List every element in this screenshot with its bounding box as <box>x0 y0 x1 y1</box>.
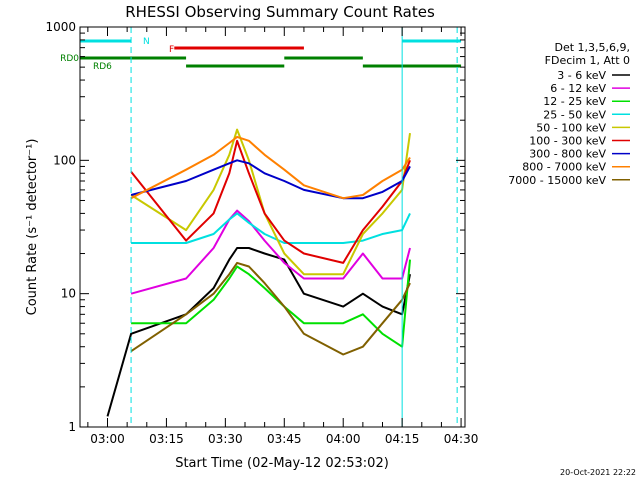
series-line <box>131 212 411 244</box>
legend-entry-label: 25 - 50 keV <box>543 108 606 121</box>
x-tick-label: 04:30 <box>444 432 479 446</box>
series-line <box>131 259 411 348</box>
series-line <box>130 159 411 200</box>
legend-header: FDecim 1, Att 0 <box>545 54 630 67</box>
y-axis-label: Count Rate (s⁻¹ detector⁻¹) <box>25 139 40 316</box>
y-axis: 1 10 100 1000 <box>45 20 465 434</box>
x-tick-label: 04:00 <box>326 432 361 446</box>
series-lines <box>106 128 411 417</box>
flag-label-rd6: RD6 <box>93 62 112 72</box>
y-tick-label: 1 <box>68 420 76 434</box>
y-tick-label: 1000 <box>45 20 76 34</box>
legend-entry-label: 7000 - 15000 keV <box>508 174 606 187</box>
flag-label-f: F <box>169 45 174 55</box>
vertical-markers <box>130 27 458 427</box>
legend-entry-label: 800 - 7000 keV <box>522 161 606 174</box>
y-tick-label: 10 <box>61 287 76 301</box>
legend: Det 1,3,5,6,9,FDecim 1, Att 0 3 - 6 keV6 … <box>508 41 630 187</box>
legend-header: Det 1,3,5,6,9, <box>554 41 630 54</box>
plot-frame <box>79 26 466 428</box>
series-line <box>106 247 411 417</box>
y-tick-label: 100 <box>53 153 76 167</box>
legend-entry-label: 6 - 12 keV <box>550 82 606 95</box>
legend-entry-label: 300 - 800 keV <box>529 148 606 161</box>
series-line <box>130 135 411 200</box>
series-line <box>130 209 411 295</box>
x-tick-label: 03:45 <box>267 432 302 446</box>
legend-entry-label: 100 - 300 keV <box>529 135 606 148</box>
chart-title: RHESSI Observing Summary Count Rates <box>125 3 435 21</box>
flag-label-rd0: RD0 <box>60 54 79 64</box>
legend-entry-label: 3 - 6 keV <box>557 69 606 82</box>
timestamp: 20-Oct-2021 22:22 <box>560 468 636 477</box>
series-line <box>130 139 411 264</box>
x-axis: 03:00 03:15 03:30 03:45 04:00 04:15 04:30 <box>87 27 479 446</box>
legend-entry-label: 50 - 100 keV <box>536 121 606 134</box>
x-tick-label: 04:15 <box>385 432 420 446</box>
series-line <box>130 261 411 356</box>
x-tick-label: 03:30 <box>208 432 243 446</box>
flag-label-n: N <box>143 37 150 47</box>
x-tick-label: 03:00 <box>90 432 125 446</box>
flag-bars: N F RD0 RD6 <box>60 37 462 72</box>
legend-entry-label: 12 - 25 keV <box>543 95 606 108</box>
series-line <box>130 128 411 276</box>
x-axis-label: Start Time (02-May-12 02:53:02) <box>175 456 389 471</box>
x-tick-label: 03:15 <box>149 432 184 446</box>
